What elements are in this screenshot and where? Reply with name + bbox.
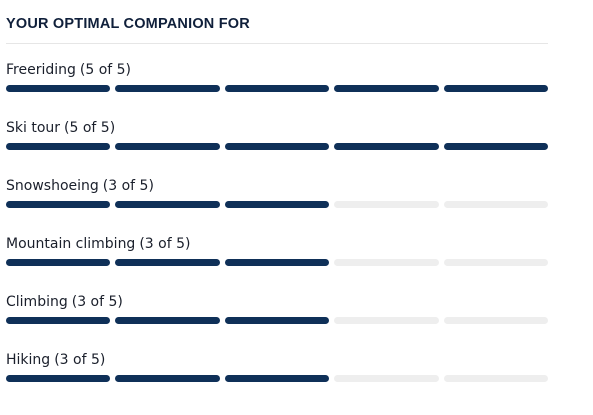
activity-row: Snowshoeing (3 of 5)	[6, 178, 549, 236]
rating-segment-filled	[224, 85, 330, 92]
rating-segment-empty	[443, 201, 549, 208]
activity-count: (5 of 5)	[64, 120, 116, 136]
activity-count: (5 of 5)	[79, 62, 132, 78]
rating-segment-empty	[334, 317, 439, 324]
rating-segment-empty	[443, 375, 549, 382]
rating-segment-empty	[443, 259, 549, 266]
rating-segment-filled	[6, 375, 111, 382]
activity-count: (3 of 5)	[102, 178, 154, 194]
section-title: YOUR OPTIMAL COMPANION FOR	[6, 16, 250, 32]
companion-panel: YOUR OPTIMAL COMPANION FOR Freeriding (5 …	[6, 0, 549, 410]
activity-row: Climbing (3 of 5)	[6, 294, 549, 352]
activity-row: Mountain climbing (3 of 5)	[6, 236, 549, 294]
rating-segment-filled	[115, 85, 220, 92]
rating-segment-filled	[224, 201, 330, 208]
activity-label: Mountain climbing (3 of 5)	[6, 236, 548, 253]
rating-bar	[6, 375, 549, 382]
rating-bar	[6, 259, 549, 266]
rating-segment-filled	[6, 85, 111, 92]
rating-bar	[6, 143, 549, 150]
rating-segment-filled	[115, 317, 220, 324]
activity-list: Freeriding (5 of 5) Ski tour (5 of 5) Snow…	[6, 62, 549, 410]
rating-segment-empty	[334, 375, 439, 382]
activity-label: Hiking (3 of 5)	[6, 352, 548, 369]
rating-segment-filled	[443, 85, 549, 92]
rating-segment-filled	[115, 259, 220, 266]
rating-segment-filled	[334, 85, 439, 92]
activity-name: Mountain climbing	[6, 236, 136, 252]
rating-segment-filled	[115, 143, 220, 150]
rating-segment-filled	[224, 317, 330, 324]
activity-label: Snowshoeing (3 of 5)	[6, 178, 548, 195]
activity-row: Ski tour (5 of 5)	[6, 120, 549, 178]
activity-row: Freeriding (5 of 5)	[6, 62, 549, 120]
activity-name: Snowshoeing	[6, 178, 99, 194]
rating-bar	[6, 85, 549, 92]
activity-count: (3 of 5)	[54, 352, 106, 368]
rating-segment-filled	[6, 317, 111, 324]
activity-name: Freeriding	[6, 62, 76, 78]
rating-bar	[6, 317, 549, 324]
rating-segment-empty	[334, 201, 439, 208]
activity-label: Freeriding (5 of 5)	[6, 62, 548, 79]
rating-segment-filled	[224, 143, 330, 150]
rating-segment-filled	[224, 375, 330, 382]
activity-count: (3 of 5)	[139, 236, 191, 252]
activity-name: Hiking	[6, 352, 51, 368]
activity-name: Ski tour	[6, 120, 61, 136]
activity-row: Hiking (3 of 5)	[6, 352, 549, 410]
rating-segment-filled	[224, 259, 330, 266]
activity-label: Ski tour (5 of 5)	[6, 120, 548, 137]
activity-label: Climbing (3 of 5)	[6, 294, 548, 311]
rating-bar	[6, 201, 549, 208]
rating-segment-filled	[6, 259, 111, 266]
rating-segment-filled	[115, 375, 220, 382]
activity-name: Climbing	[6, 294, 68, 310]
rating-segment-filled	[443, 143, 549, 150]
activity-count: (3 of 5)	[71, 294, 123, 310]
rating-segment-empty	[443, 317, 549, 324]
rating-segment-filled	[6, 201, 111, 208]
rating-segment-filled	[6, 143, 111, 150]
rating-segment-filled	[334, 143, 439, 150]
rating-segment-filled	[115, 201, 220, 208]
rating-segment-empty	[334, 259, 439, 266]
divider	[6, 43, 548, 44]
